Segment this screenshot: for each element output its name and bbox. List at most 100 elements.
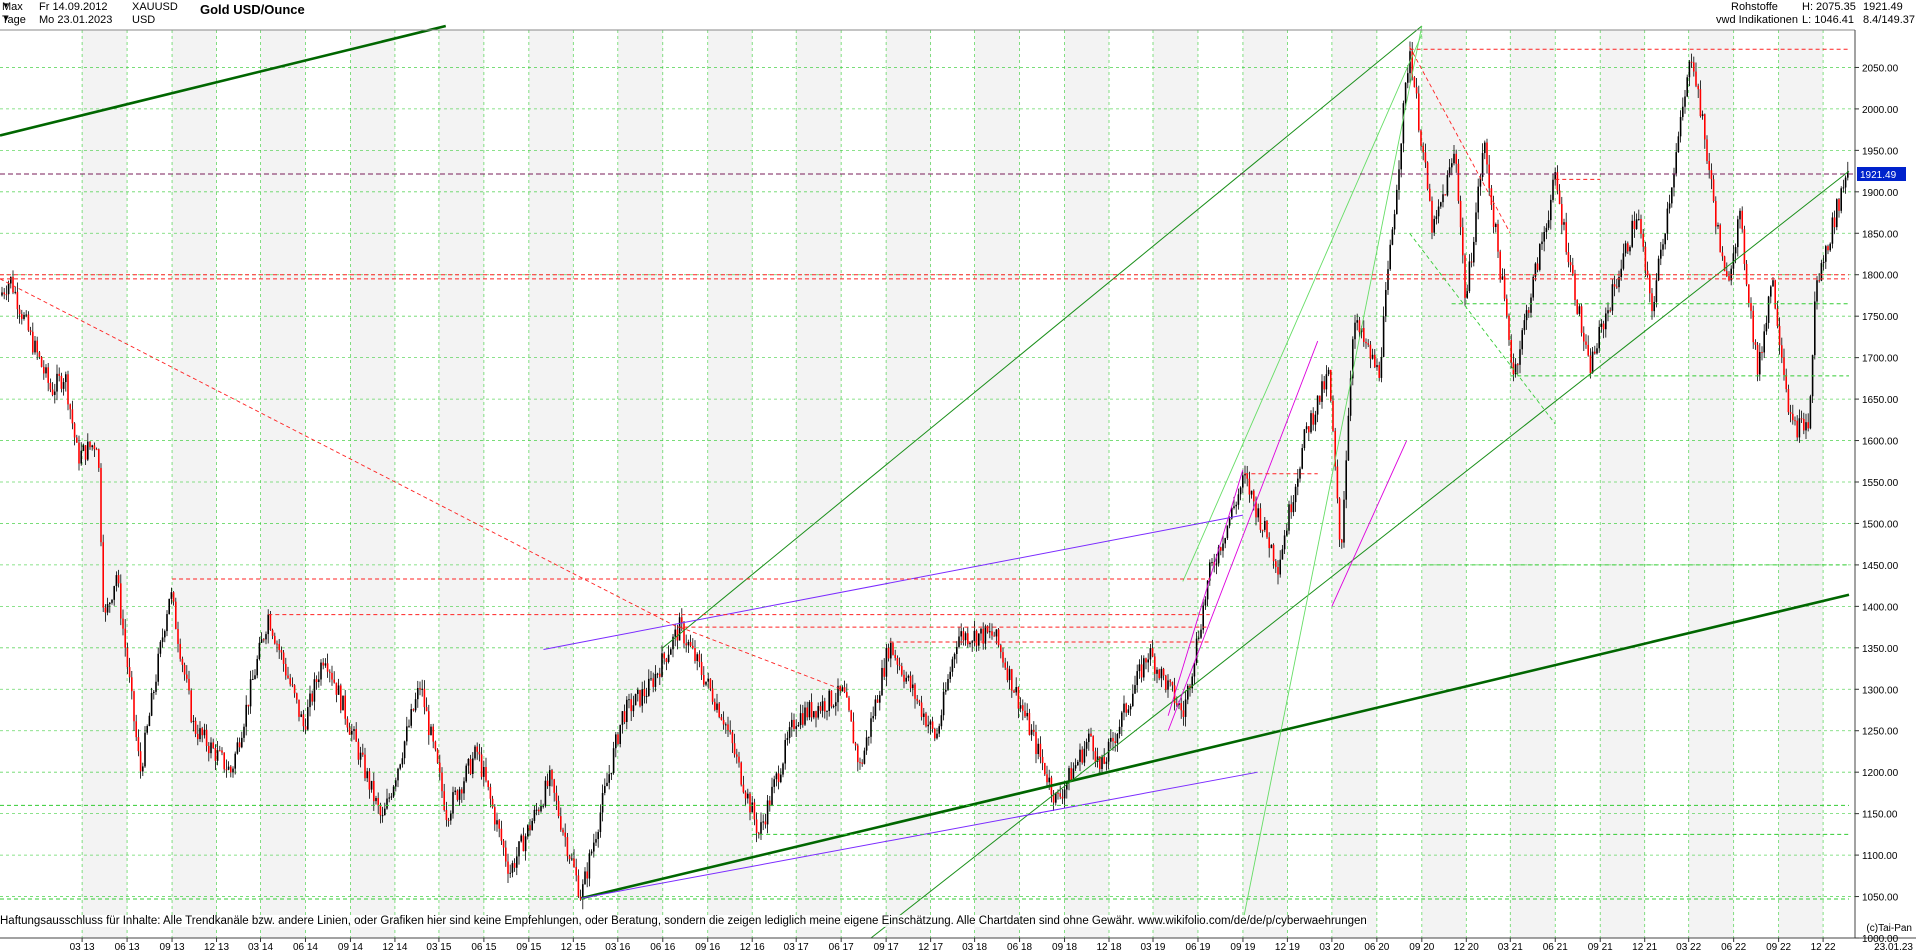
candle-body (1444, 194, 1446, 196)
candle-body (489, 786, 492, 799)
candle-body (1316, 395, 1319, 415)
candle-body (29, 330, 32, 332)
candle-body (819, 706, 822, 711)
candle-body (1420, 130, 1422, 146)
candle-body (1651, 293, 1653, 312)
candle-body (1671, 187, 1673, 204)
candle-body (326, 663, 329, 672)
candle-body (428, 711, 430, 736)
candle-body (1838, 199, 1840, 211)
candle-body (395, 780, 397, 787)
candle-body (1206, 580, 1209, 600)
candle-body (1088, 733, 1090, 743)
candle-body (1431, 200, 1433, 233)
candle-body (678, 617, 681, 641)
candle-body (403, 741, 406, 759)
candle-body (1596, 348, 1598, 354)
candle-body (1044, 762, 1046, 775)
candle-body (628, 699, 630, 701)
candle-body (980, 628, 982, 634)
chart-band (1242, 30, 1288, 938)
chart-band (260, 30, 306, 938)
candle-body (269, 614, 272, 631)
candle-body (771, 786, 773, 806)
candle-body (694, 648, 696, 661)
candle-body (1578, 306, 1581, 314)
candle-body (1314, 414, 1317, 425)
candle-body (1103, 756, 1105, 764)
candle-body (1822, 261, 1825, 264)
candle-body (87, 441, 89, 460)
y-tick-label: 1350.00 (1862, 644, 1899, 655)
candle-body (1605, 313, 1607, 330)
candle-body (373, 780, 375, 802)
candle-body (773, 779, 775, 787)
candle-body (1798, 418, 1801, 438)
candle-body (454, 790, 456, 793)
candle-body (1325, 374, 1328, 390)
candle-body (1602, 323, 1605, 330)
candle-body (542, 805, 544, 807)
candle-body (568, 856, 571, 860)
candle-body (769, 800, 771, 806)
candle-body (1180, 703, 1182, 711)
low-value: L: 1046.41 (1802, 14, 1854, 26)
candle-body (324, 663, 327, 666)
candle-body (804, 707, 806, 725)
candle-body (687, 641, 690, 646)
candle-body (190, 690, 192, 722)
x-tick-label: 12 19 (1275, 942, 1300, 952)
candle-body (1191, 676, 1193, 689)
candle-body (617, 734, 619, 744)
candle-body (91, 445, 93, 448)
candle-body (221, 750, 223, 753)
x-tick-label: 12 14 (382, 942, 407, 952)
candle-body (758, 832, 760, 834)
candle-body (243, 726, 245, 738)
candle-body (95, 449, 98, 451)
candle-body (509, 872, 511, 874)
candle-body (1200, 629, 1202, 638)
candle-body (1081, 749, 1083, 763)
candle-body (1468, 261, 1471, 292)
candle-body (912, 684, 914, 689)
candle-body (1369, 344, 1372, 359)
y-tick-label: 1050.00 (1862, 893, 1899, 904)
candle-body (1011, 669, 1013, 691)
candle-body (670, 649, 672, 655)
y-tick-label: 1300.00 (1862, 685, 1899, 696)
candle-body (80, 450, 82, 464)
candle-body (144, 732, 146, 767)
candle-body (1497, 224, 1499, 252)
candle-body (498, 820, 500, 829)
candle-body (1550, 199, 1552, 221)
candle-body (1341, 539, 1343, 543)
candle-body (1448, 167, 1451, 176)
candle-body (663, 653, 665, 659)
candle-body (1701, 114, 1704, 117)
magenta-trendline (1167, 469, 1244, 716)
candle-body (1600, 323, 1603, 327)
candle-body (1404, 82, 1407, 104)
y-tick-label: 1900.00 (1862, 188, 1899, 199)
candle-body (1706, 139, 1708, 162)
candle-body (698, 654, 701, 662)
candle-body (1776, 308, 1779, 326)
candle-body (1202, 605, 1204, 630)
candle-body (964, 633, 967, 641)
candle-body (445, 810, 448, 820)
candle-body (604, 786, 606, 793)
candle-body (452, 792, 454, 814)
candle-body (1220, 547, 1222, 551)
candle-body (597, 832, 599, 840)
candle-body (751, 802, 753, 813)
candle-body (1653, 301, 1655, 312)
candle-body (529, 825, 531, 831)
candle-body (870, 718, 872, 737)
candle-body (777, 773, 780, 783)
candle-body (276, 643, 278, 645)
candle-body (883, 667, 885, 677)
candle-body (876, 699, 879, 703)
x-tick-label: 12 20 (1454, 942, 1479, 952)
